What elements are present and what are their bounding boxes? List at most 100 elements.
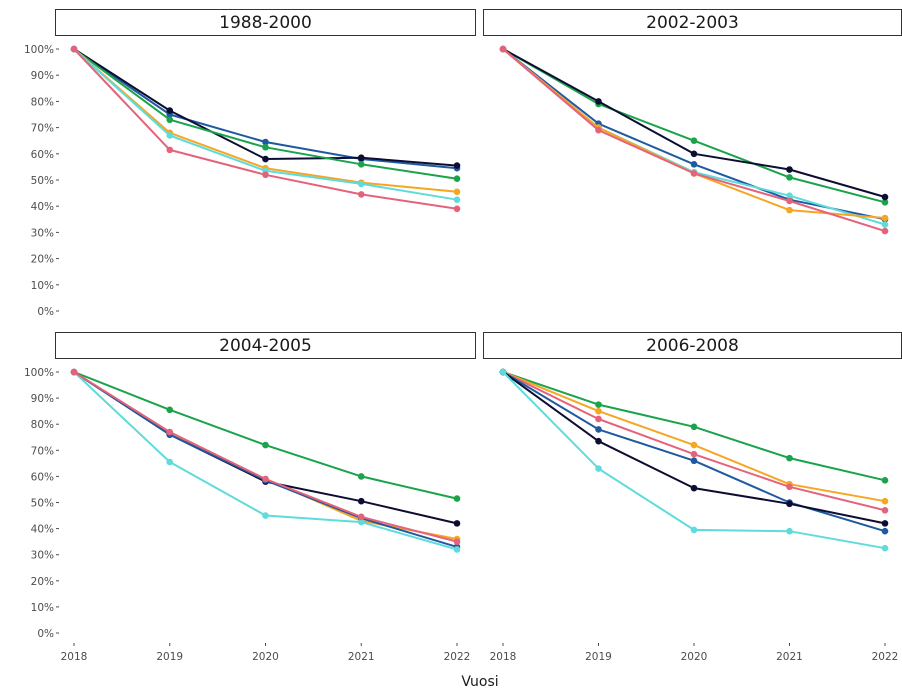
series-dark bbox=[500, 46, 889, 201]
data-point bbox=[358, 498, 365, 505]
y-tick-label: 0% bbox=[37, 628, 54, 640]
facet-panel-1: 1988-2000 0% 10% 20% 30% 40% 50% 60% 70% 80% 90% 10… bbox=[24, 10, 476, 319]
y-tick-label: 60% bbox=[31, 149, 54, 161]
series-line bbox=[503, 49, 885, 225]
data-point bbox=[786, 484, 793, 491]
data-point bbox=[691, 424, 698, 431]
data-point bbox=[454, 196, 461, 203]
data-point bbox=[691, 170, 698, 177]
y-tick-label: 80% bbox=[31, 419, 54, 431]
data-point bbox=[691, 451, 698, 458]
data-point bbox=[166, 107, 173, 114]
series-line bbox=[503, 49, 885, 218]
data-point bbox=[166, 116, 173, 123]
series-line bbox=[503, 49, 885, 202]
y-tick-label: 80% bbox=[31, 96, 54, 108]
data-point bbox=[454, 520, 461, 527]
data-point bbox=[882, 228, 889, 235]
data-point bbox=[882, 215, 889, 222]
data-point bbox=[882, 520, 889, 527]
data-point bbox=[882, 507, 889, 514]
data-point bbox=[691, 151, 698, 158]
data-point bbox=[358, 191, 365, 198]
data-point bbox=[454, 175, 461, 182]
y-tick-label: 10% bbox=[31, 280, 54, 292]
x-tick-label: 2018 bbox=[490, 651, 517, 663]
y-tick-label: 100% bbox=[24, 367, 54, 379]
data-point bbox=[786, 174, 793, 181]
x-tick-label: 2022 bbox=[872, 651, 899, 663]
x-tick-label: 2022 bbox=[444, 651, 471, 663]
data-point bbox=[595, 438, 602, 445]
series-blue bbox=[500, 46, 889, 223]
data-point bbox=[882, 498, 889, 505]
data-point bbox=[358, 154, 365, 161]
series-line bbox=[74, 49, 457, 209]
data-point bbox=[882, 545, 889, 552]
y-tick-label: 70% bbox=[31, 445, 54, 457]
series-line bbox=[503, 49, 885, 219]
data-point bbox=[882, 194, 889, 201]
data-point bbox=[166, 459, 173, 466]
data-point bbox=[166, 407, 173, 414]
data-point bbox=[691, 457, 698, 464]
data-point bbox=[786, 501, 793, 508]
series-line bbox=[74, 372, 457, 550]
data-point bbox=[595, 401, 602, 408]
series-orange bbox=[500, 46, 889, 222]
series-green bbox=[500, 369, 889, 484]
data-point bbox=[691, 485, 698, 492]
y-tick-label: 30% bbox=[31, 550, 54, 562]
y-tick-label: 50% bbox=[31, 175, 54, 187]
data-point bbox=[262, 476, 269, 483]
data-point bbox=[691, 527, 698, 534]
data-point bbox=[691, 137, 698, 144]
data-point bbox=[691, 161, 698, 168]
data-point bbox=[786, 166, 793, 173]
y-tick-label: 70% bbox=[31, 123, 54, 135]
y-tick-label: 10% bbox=[31, 602, 54, 614]
data-point bbox=[454, 188, 461, 195]
data-point bbox=[500, 46, 507, 53]
data-point bbox=[882, 528, 889, 535]
facet-panel-2: 2002-2003 bbox=[484, 10, 902, 235]
x-tick-label: 2021 bbox=[776, 651, 803, 663]
x-tick-label: 2019 bbox=[585, 651, 612, 663]
data-point bbox=[166, 147, 173, 154]
data-point bbox=[166, 132, 173, 139]
facet-title: 2002-2003 bbox=[646, 13, 739, 33]
facet-panel-4: 2006-2008 2018 2019 2020 2021 2022 bbox=[484, 333, 902, 664]
data-point bbox=[71, 46, 78, 53]
data-point bbox=[595, 416, 602, 423]
data-point bbox=[882, 221, 889, 228]
data-point bbox=[786, 198, 793, 205]
x-tick-label: 2018 bbox=[61, 651, 88, 663]
facet-title: 2004-2005 bbox=[219, 336, 312, 356]
data-point bbox=[595, 465, 602, 472]
data-point bbox=[454, 495, 461, 502]
x-tick-label: 2021 bbox=[348, 651, 375, 663]
series-blue bbox=[71, 46, 461, 172]
x-tick-label: 2019 bbox=[156, 651, 183, 663]
y-tick-label: 30% bbox=[31, 227, 54, 239]
series-cyan bbox=[71, 369, 461, 553]
data-point bbox=[358, 161, 365, 168]
y-tick-label: 90% bbox=[31, 70, 54, 82]
data-point bbox=[262, 144, 269, 151]
series-blue bbox=[71, 369, 461, 550]
series-cyan bbox=[500, 46, 889, 228]
x-tick-label: 2020 bbox=[252, 651, 279, 663]
data-point bbox=[454, 546, 461, 553]
data-point bbox=[358, 181, 365, 188]
y-tick-label: 60% bbox=[31, 471, 54, 483]
data-point bbox=[358, 514, 365, 521]
facet-title: 1988-2000 bbox=[219, 13, 312, 33]
data-point bbox=[262, 171, 269, 178]
data-point bbox=[358, 473, 365, 480]
data-point bbox=[262, 156, 269, 163]
data-point bbox=[691, 442, 698, 449]
data-point bbox=[595, 426, 602, 433]
data-point bbox=[595, 98, 602, 105]
data-point bbox=[882, 477, 889, 484]
